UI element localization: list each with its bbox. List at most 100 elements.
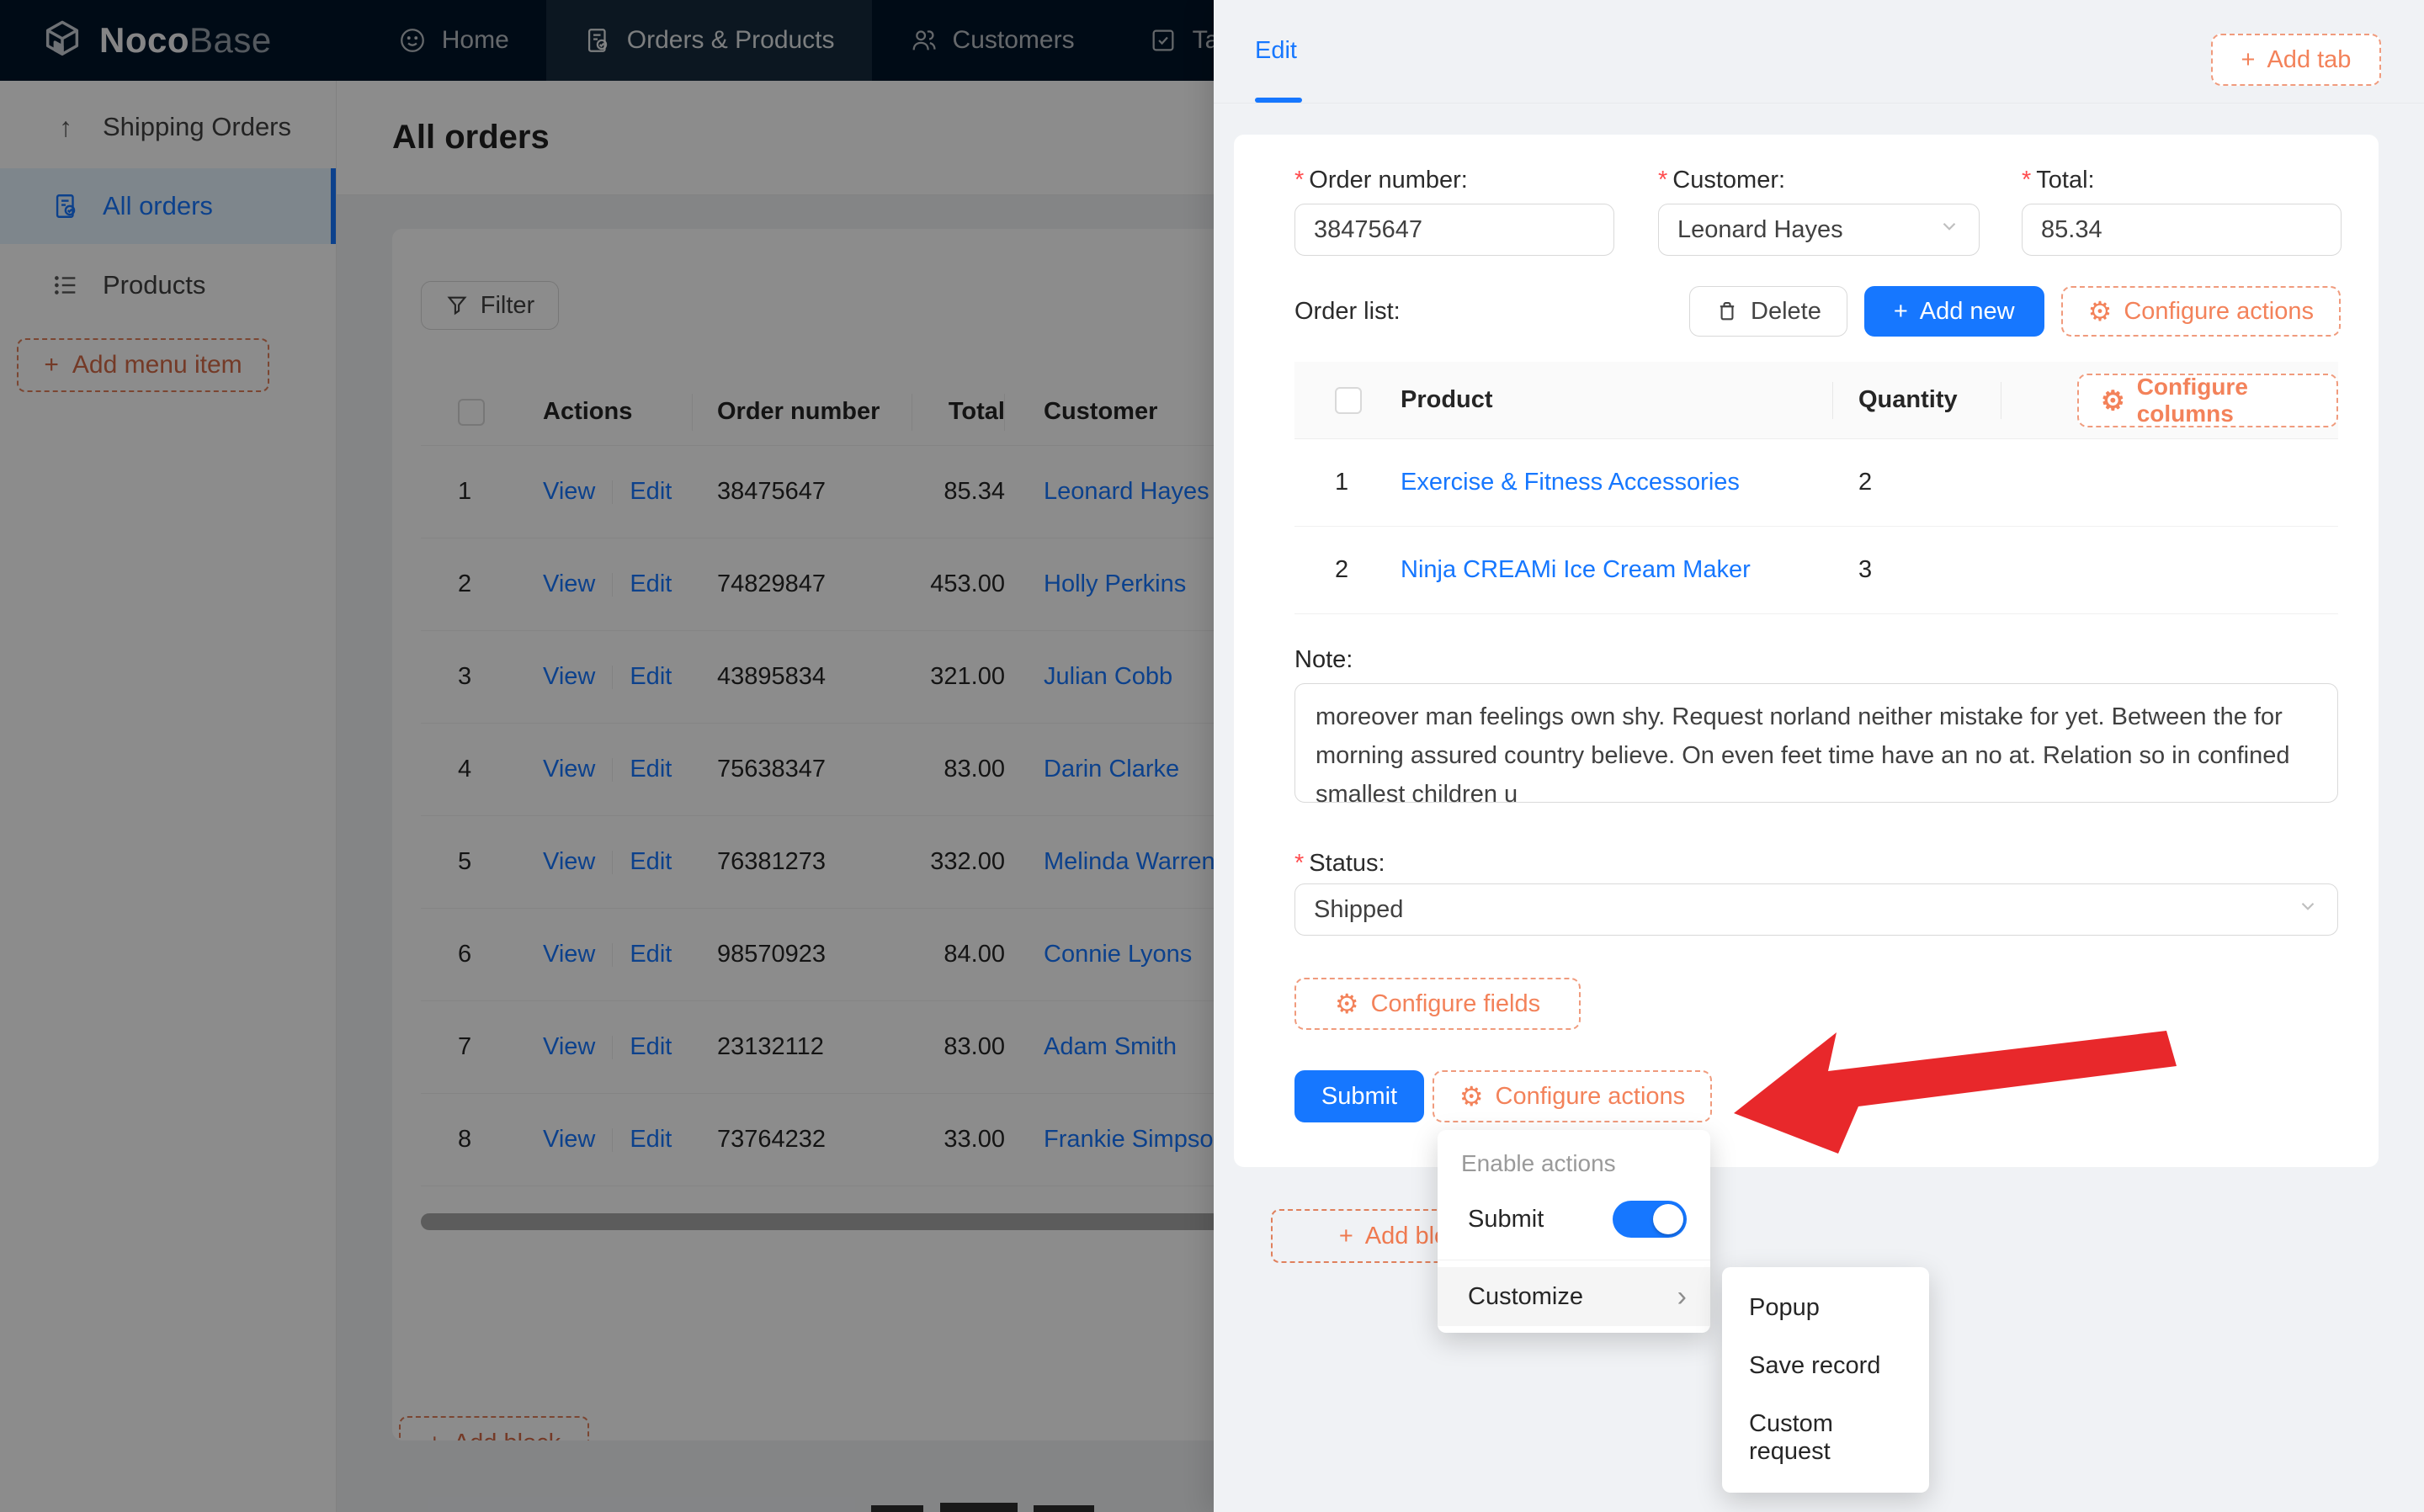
row-index: 1 <box>458 478 472 505</box>
order-number-label: Order number: <box>1294 163 1614 197</box>
edit-link[interactable]: Edit <box>630 756 672 783</box>
total-input[interactable]: 85.34 <box>2022 204 2342 256</box>
subtable-header-row: Product Quantity ⚙ Configure columns <box>1294 362 2338 439</box>
column-header-total: Total <box>948 398 1005 425</box>
table-row: 8 View Edit 73764232 33.00 Frankie Simpso… <box>421 1094 1380 1186</box>
total-cell: 85.34 <box>944 478 1005 505</box>
customer-link[interactable]: Melinda Warren <box>1044 848 1215 875</box>
status-select[interactable]: Shipped <box>1294 883 2338 936</box>
row-index: 7 <box>458 1033 472 1060</box>
tab-edit[interactable]: Edit <box>1255 37 1297 64</box>
view-link[interactable]: View <box>543 941 596 968</box>
orders-table-header-row: Actions Order number Total Customer <box>421 379 1380 446</box>
quantity-cell: 3 <box>1858 556 1873 583</box>
view-link[interactable]: View <box>543 478 596 505</box>
add-tab-button[interactable]: + Add tab <box>2211 34 2381 86</box>
configure-actions-button-form[interactable]: ⚙ Configure actions <box>1433 1070 1712 1122</box>
customer-link[interactable]: Connie Lyons <box>1044 941 1193 968</box>
plus-icon: + <box>2241 45 2256 73</box>
orders-table: Actions Order number Total Customer 1 Vi… <box>421 379 1380 1186</box>
product-link[interactable]: Exercise & Fitness Accessories <box>1401 469 1740 496</box>
status-select-value: Shipped <box>1314 895 1404 923</box>
nocobase-logo[interactable]: NocoBase <box>0 0 311 81</box>
configure-actions-button-orderlist[interactable]: ⚙ Configure actions <box>2060 286 2341 337</box>
edit-link[interactable]: Edit <box>630 1126 672 1153</box>
row-index: 6 <box>458 941 472 968</box>
edit-link[interactable]: Edit <box>630 570 672 597</box>
order-number-input[interactable]: 38475647 <box>1294 204 1614 256</box>
filter-button[interactable]: Filter <box>421 281 559 330</box>
submenu-item-custom-request[interactable]: Custom request <box>1749 1410 1833 1465</box>
subtable-select-all-checkbox[interactable] <box>1335 386 1362 414</box>
sidebar-item-label: Shipping Orders <box>103 112 292 141</box>
customer-link[interactable]: Julian Cobb <box>1044 663 1173 690</box>
sidebar-item-all-orders[interactable]: All orders <box>0 168 336 244</box>
filter-icon <box>447 296 467 316</box>
edit-link[interactable]: Edit <box>630 941 672 968</box>
nav-item-home[interactable]: Home <box>361 0 546 81</box>
product-link[interactable]: Ninja CREAMi Ice Cream Maker <box>1401 556 1751 583</box>
add-new-button[interactable]: + Add new <box>1863 286 2044 337</box>
edit-link[interactable]: Edit <box>630 1033 672 1060</box>
order-number-cell: 38475647 <box>717 478 827 505</box>
table-row: 4 View Edit 75638347 83.00 Darin Clarke <box>421 724 1380 816</box>
select-all-checkbox[interactable] <box>458 398 485 426</box>
submit-button[interactable]: Submit <box>1294 1070 1424 1122</box>
table-row: 5 View Edit 76381273 332.00 Melinda Warre… <box>421 816 1380 909</box>
configure-fields-button[interactable]: ⚙ Configure fields <box>1294 978 1581 1030</box>
add-menu-item-label: Add menu item <box>72 351 242 379</box>
submenu-item-save-record[interactable]: Save record <box>1749 1352 1881 1379</box>
customer-link[interactable]: Frankie Simpson <box>1044 1126 1227 1153</box>
customer-select[interactable]: Leonard Hayes <box>1658 204 1980 256</box>
dropdown-item-label: Customize <box>1468 1282 1583 1310</box>
plus-icon: + <box>428 1430 442 1441</box>
horizontal-scrollbar[interactable] <box>421 1213 1347 1230</box>
sidebar-item-products[interactable]: Products <box>0 247 336 323</box>
view-link[interactable]: View <box>543 848 596 875</box>
row-index: 5 <box>458 848 472 875</box>
customer-link[interactable]: Darin Clarke <box>1044 756 1180 783</box>
chevron-right-icon: › <box>1677 1281 1687 1313</box>
add-menu-item-button[interactable]: + Add menu item <box>17 338 269 392</box>
cube-logo-icon <box>45 20 79 56</box>
list-icon <box>50 270 81 300</box>
table-row: 2 View Edit 74829847 453.00 Holly Perkins <box>421 538 1380 631</box>
order-number-cell: 73764232 <box>717 1126 827 1153</box>
nav-item-customers[interactable]: Customers <box>872 0 1112 81</box>
table-row: 6 View Edit 98570923 84.00 Connie Lyons <box>421 909 1380 1001</box>
nav-item-orders-products[interactable]: Orders & Products <box>545 0 872 81</box>
submit-toggle[interactable] <box>1613 1201 1687 1238</box>
view-link[interactable]: View <box>543 1033 596 1060</box>
submenu-item-popup[interactable]: Popup <box>1749 1294 1820 1321</box>
status-label: Status: <box>1294 846 1385 880</box>
plus-icon: + <box>1893 297 1908 325</box>
view-link[interactable]: View <box>543 756 596 783</box>
view-link[interactable]: View <box>543 1126 596 1153</box>
order-list-actions: Delete + Add new ⚙ Configure actions <box>1689 286 2341 337</box>
submit-button-label: Submit <box>1321 1082 1398 1110</box>
configure-actions-dropdown: Enable actions Submit Customize › <box>1438 1130 1710 1333</box>
document-check-icon <box>50 191 81 221</box>
total-cell: 84.00 <box>944 941 1005 968</box>
edit-link[interactable]: Edit <box>630 478 672 505</box>
dropdown-item-submit[interactable]: Submit <box>1438 1186 1710 1253</box>
row-index: 2 <box>1335 556 1349 583</box>
add-block-button-main[interactable]: + Add block <box>399 1416 589 1440</box>
row-index: 2 <box>458 570 472 597</box>
note-textarea[interactable]: moreover man feelings own shy. Request n… <box>1294 683 2338 808</box>
customer-link[interactable]: Adam Smith <box>1044 1033 1177 1060</box>
edit-form-card: Order number: 38475647 Customer: Leonard… <box>1234 135 2379 1167</box>
view-link[interactable]: View <box>543 663 596 690</box>
view-link[interactable]: View <box>543 570 596 597</box>
customer-link[interactable]: Holly Perkins <box>1044 570 1187 597</box>
configure-columns-button[interactable]: ⚙ Configure columns <box>2077 373 2338 427</box>
sidebar: ↑ Shipping Orders All orders Products + … <box>0 81 337 1512</box>
sidebar-item-shipping-orders[interactable]: ↑ Shipping Orders <box>0 89 336 165</box>
dropdown-item-customize[interactable]: Customize › <box>1438 1267 1710 1326</box>
edit-link[interactable]: Edit <box>630 663 672 690</box>
configure-fields-label: Configure fields <box>1370 989 1541 1017</box>
delete-button[interactable]: Delete <box>1689 286 1847 337</box>
customer-link[interactable]: Leonard Hayes <box>1044 478 1209 505</box>
edit-link[interactable]: Edit <box>630 848 672 875</box>
order-number-cell: 74829847 <box>717 570 827 597</box>
